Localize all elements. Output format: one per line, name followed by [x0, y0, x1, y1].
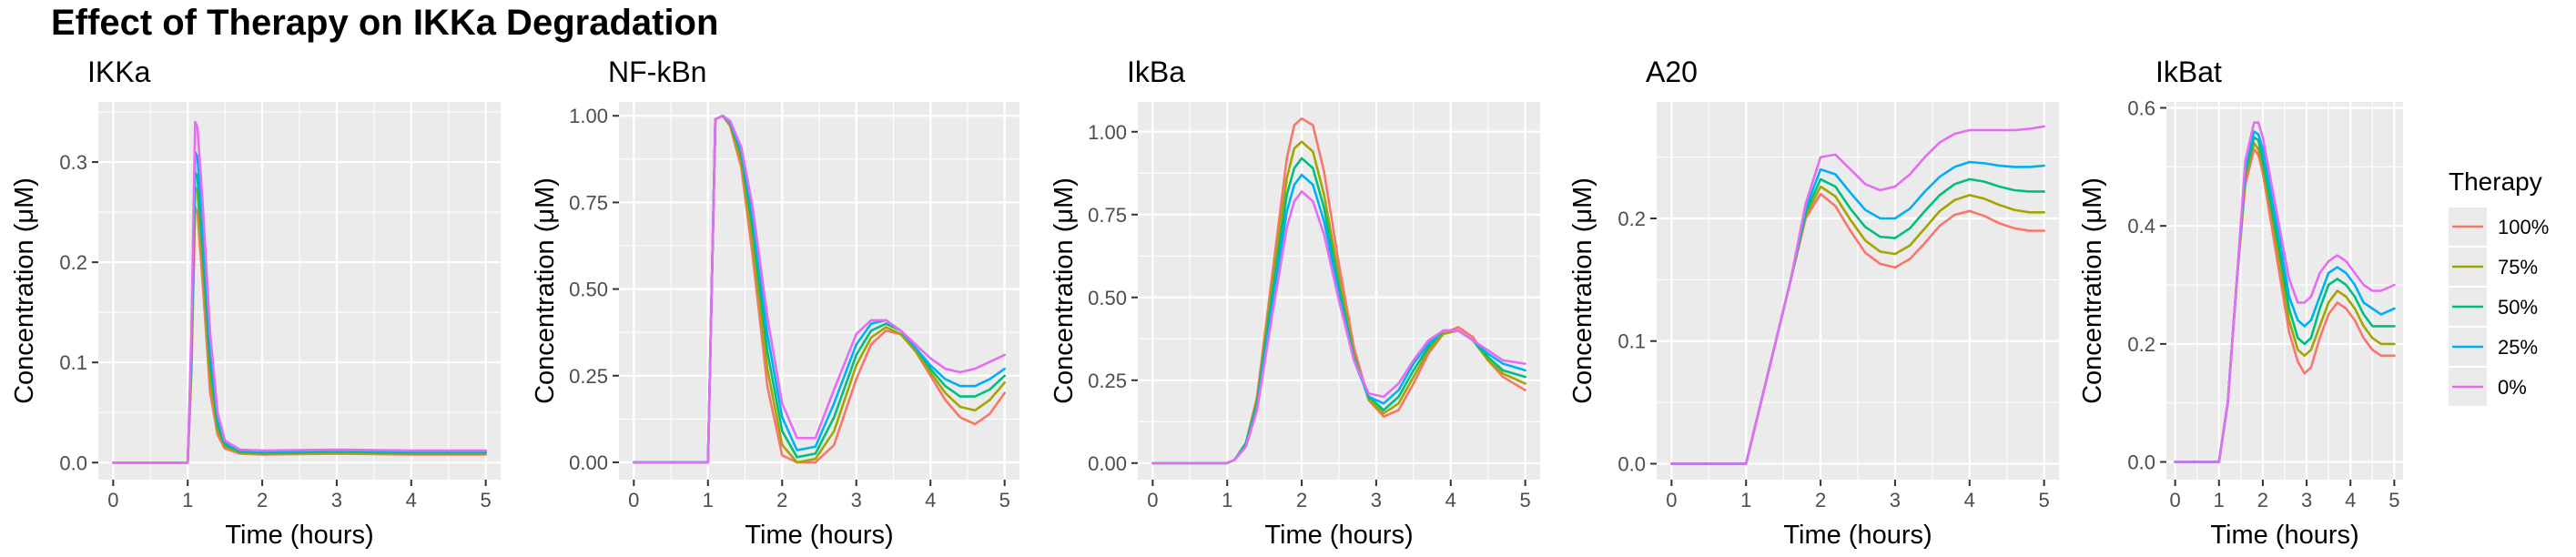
x-axis-label: Time (hours) — [1783, 521, 1932, 550]
x-tick-label: 1 — [703, 489, 714, 511]
x-tick-label: 4 — [925, 489, 936, 511]
x-tick-label: 4 — [1964, 489, 1975, 511]
legend-label: 100% — [2498, 216, 2549, 238]
panel-title: A20 — [1646, 56, 1698, 88]
y-tick-label: 0.0 — [59, 451, 87, 474]
x-tick-label: 4 — [1445, 489, 1456, 511]
y-tick-label: 0.3 — [59, 151, 87, 174]
y-axis-label: Concentration (μM) — [2078, 177, 2107, 404]
y-tick-label: 0.4 — [2127, 215, 2155, 238]
y-tick-label: 0.2 — [2127, 333, 2155, 356]
y-axis-label: Concentration (μM) — [531, 177, 560, 404]
x-tick-label: 5 — [999, 489, 1010, 511]
x-tick-label: 1 — [1222, 489, 1232, 511]
legend-entry: 75% — [2449, 248, 2538, 286]
y-tick-label: 0.2 — [59, 251, 87, 274]
y-axis-label: Concentration (μM) — [1568, 177, 1597, 404]
figure-title: Effect of Therapy on IKKa Degradation — [51, 3, 718, 43]
legend-entries: 100% 75% 50% 25% 0% — [2449, 208, 2549, 406]
legend-entry: 50% — [2449, 288, 2538, 326]
y-tick-label: 0.00 — [1088, 452, 1127, 475]
panel-title: NF-kBn — [608, 56, 706, 88]
x-tick-label: 2 — [1296, 489, 1307, 511]
y-tick-label: 0.50 — [1088, 287, 1127, 309]
panel-title: IkBa — [1127, 56, 1185, 88]
legend-title: Therapy — [2449, 167, 2542, 196]
y-tick-label: 0.50 — [569, 278, 608, 301]
y-tick-label: 0.25 — [569, 365, 608, 388]
y-tick-label: 0.1 — [1618, 330, 1646, 353]
x-tick-label: 3 — [331, 489, 342, 511]
series-line-0pct — [1670, 125, 2045, 465]
legend-label: 75% — [2498, 256, 2538, 278]
legend-entry: 100% — [2449, 208, 2549, 246]
x-tick-label: 5 — [481, 489, 492, 511]
y-tick-label: 1.00 — [1088, 121, 1127, 144]
y-tick-label: 0.2 — [1618, 208, 1646, 230]
x-axis-label: Time (hours) — [2210, 521, 2358, 550]
x-tick-label: 3 — [2301, 489, 2312, 511]
x-axis-label: Time (hours) — [225, 521, 373, 550]
panel-title: IKKa — [87, 56, 151, 88]
panel-0: 0 1 2 3 4 5 0.0 0.1 0.2 0.3 IKKa Time (hours) Concen… — [10, 56, 501, 550]
y-axis-label: Concentration (μM) — [10, 177, 39, 404]
x-tick-label: 0 — [628, 489, 639, 511]
x-tick-label: 1 — [182, 489, 193, 511]
y-tick-label: 0.00 — [569, 451, 608, 474]
y-tick-label: 0.75 — [1088, 204, 1127, 227]
legend-label: 50% — [2498, 296, 2538, 319]
y-tick-label: 0.25 — [1088, 370, 1127, 392]
x-tick-label: 5 — [1520, 489, 1531, 511]
legend-entry: 25% — [2449, 328, 2538, 366]
series-line-0pct — [1151, 190, 1526, 465]
series-line-0pct — [112, 120, 487, 464]
series-line-0pct — [2174, 121, 2396, 463]
x-tick-label: 1 — [2214, 489, 2225, 511]
x-tick-label: 0 — [107, 489, 118, 511]
panel-3: 0 1 2 3 4 5 0.0 0.1 0.2 A20 Time (hours) Concentrat… — [1568, 56, 2059, 550]
y-tick-label: 0.0 — [1618, 452, 1646, 475]
legend: Therapy 100% 75% 50% 25% 0% — [2441, 164, 2549, 419]
x-tick-label: 2 — [776, 489, 787, 511]
x-tick-label: 3 — [1890, 489, 1901, 511]
y-tick-label: 0.6 — [2127, 96, 2155, 119]
x-tick-label: 3 — [851, 489, 862, 511]
x-axis-label: Time (hours) — [1264, 521, 1413, 550]
x-tick-label: 0 — [2170, 489, 2181, 511]
x-tick-label: 2 — [2257, 489, 2268, 511]
series-line-0pct — [633, 114, 1006, 464]
chart-panels: 0 1 2 3 4 5 0.0 0.1 0.2 0.3 IKKa Time (hours) Concen… — [10, 56, 2403, 550]
x-tick-label: 4 — [406, 489, 417, 511]
x-axis-label: Time (hours) — [745, 521, 893, 550]
legend-entry: 0% — [2449, 368, 2527, 406]
x-tick-label: 5 — [2388, 489, 2399, 511]
x-tick-label: 1 — [1740, 489, 1751, 511]
panel-2: 0 1 2 3 4 5 0.00 0.25 0.50 0.75 1.00 IkBa Time (hour… — [1050, 56, 1540, 550]
x-tick-label: 2 — [257, 489, 268, 511]
y-tick-label: 0.1 — [59, 351, 87, 374]
y-tick-label: 0.0 — [2127, 451, 2155, 474]
legend-label: 25% — [2498, 336, 2538, 359]
x-tick-label: 2 — [1815, 489, 1826, 511]
x-tick-label: 3 — [1371, 489, 1382, 511]
x-tick-label: 0 — [1147, 489, 1158, 511]
x-tick-label: 0 — [1666, 489, 1677, 511]
y-tick-label: 0.75 — [569, 191, 608, 214]
x-tick-label: 4 — [2345, 489, 2356, 511]
legend-label: 0% — [2498, 376, 2527, 399]
x-tick-label: 5 — [2039, 489, 2050, 511]
y-axis-label: Concentration (μM) — [1050, 177, 1079, 404]
panel-title: IkBat — [2155, 56, 2222, 88]
y-tick-label: 1.00 — [569, 105, 608, 127]
